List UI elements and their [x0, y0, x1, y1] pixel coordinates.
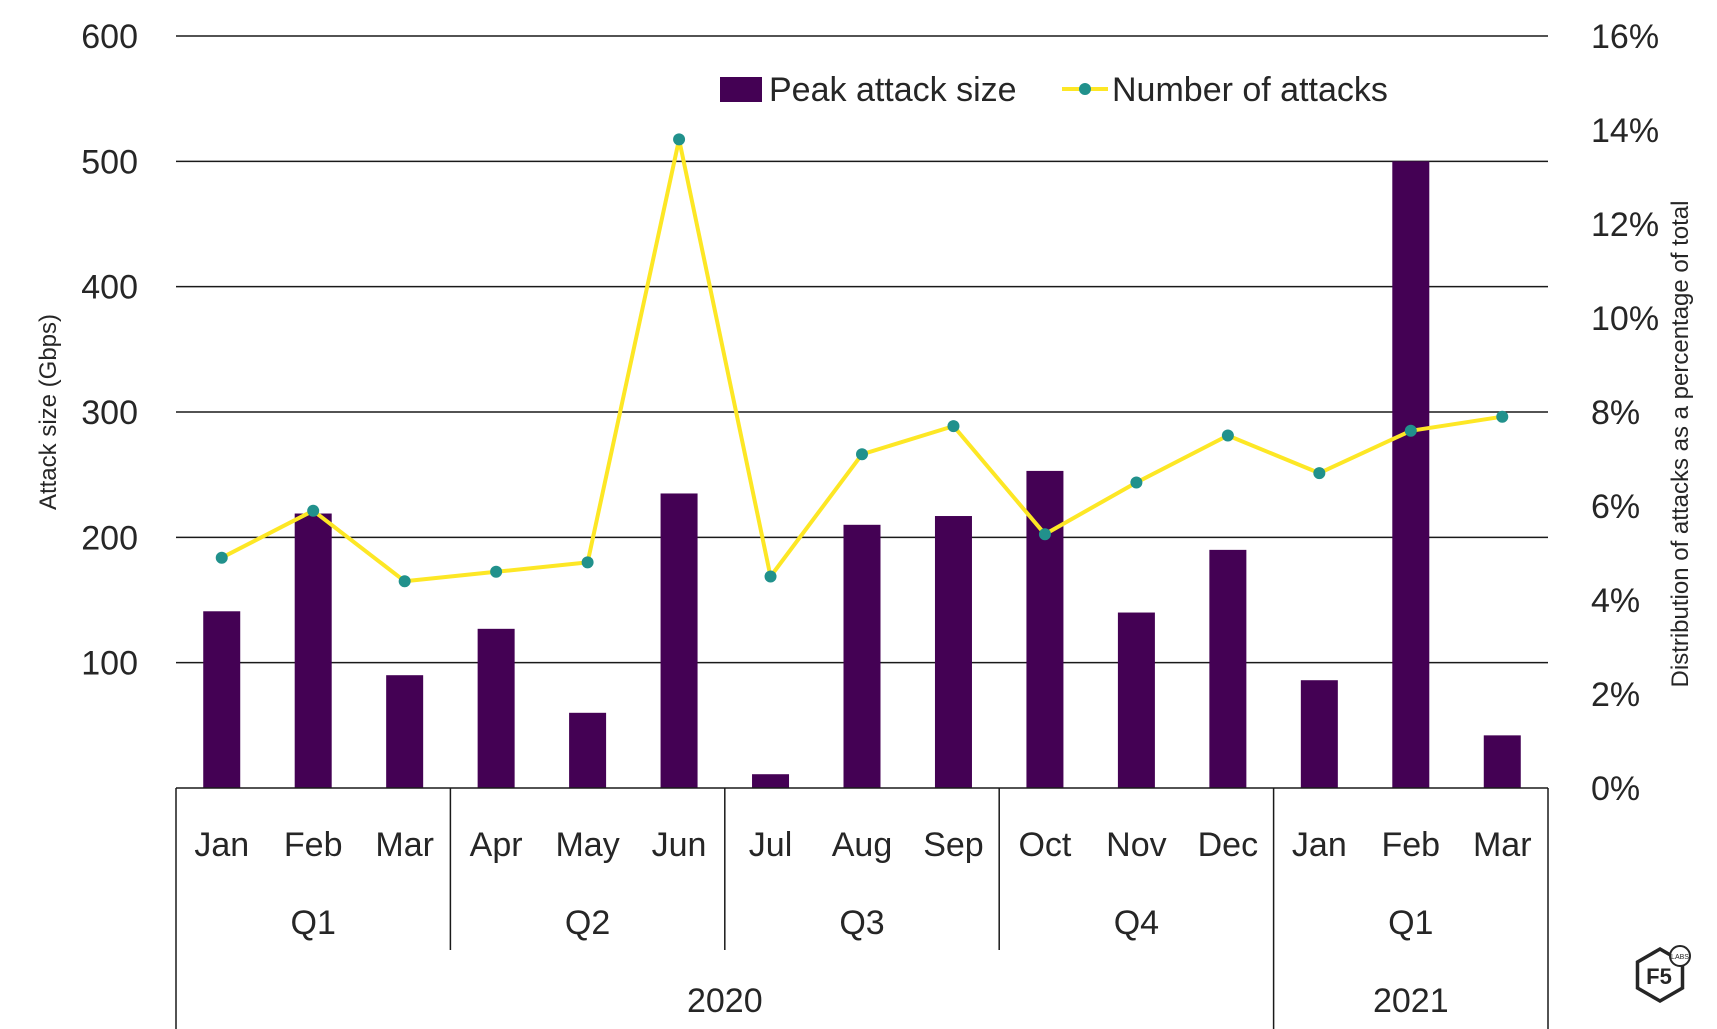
f5-logo-text: F5	[1646, 964, 1672, 989]
attacks-point-6	[764, 570, 777, 583]
bar-0	[203, 611, 241, 788]
legend-label-attacks: Number of attacks	[1112, 71, 1388, 109]
right-tick-4: 4%	[1591, 582, 1640, 620]
attacks-point-0	[215, 551, 228, 564]
right-tick-10: 10%	[1591, 300, 1659, 338]
quarter-label-4: Q1	[1388, 904, 1433, 942]
left-tick-200: 200	[81, 519, 138, 557]
attacks-point-13	[1404, 424, 1417, 437]
quarter-label-2: Q3	[839, 904, 884, 942]
month-label-9: Oct	[1018, 826, 1071, 864]
bar-6	[752, 774, 790, 788]
attacks-point-12	[1313, 467, 1326, 480]
month-label-8: Sep	[923, 826, 984, 864]
bar-1	[294, 513, 332, 788]
bar-series	[203, 161, 1521, 789]
bar-3	[477, 628, 515, 788]
right-tick-8: 8%	[1591, 394, 1640, 432]
legend-bar-swatch	[720, 77, 762, 102]
attacks-point-5	[673, 133, 686, 146]
left-tick-400: 400	[81, 269, 138, 307]
bar-10	[1117, 612, 1155, 788]
attacks-point-4	[581, 556, 594, 569]
right-axis-ticks: 0% 2% 4% 6% 8% 10% 12% 14% 16%	[1591, 18, 1659, 808]
month-label-6: Jul	[749, 826, 792, 864]
attacks-point-10	[1130, 476, 1143, 489]
month-label-12: Jan	[1292, 826, 1347, 864]
attacks-point-3	[490, 565, 503, 578]
legend-line-marker	[1079, 83, 1091, 95]
month-label-10: Nov	[1106, 826, 1166, 864]
f5-logo-badge	[1669, 945, 1691, 967]
left-tick-300: 300	[81, 394, 138, 432]
legend-label-peak: Peak attack size	[769, 71, 1017, 109]
bar-7	[843, 524, 881, 788]
bar-5	[660, 493, 698, 788]
attacks-point-7	[856, 448, 868, 461]
f5-logo-subtext: LABS	[1671, 954, 1689, 961]
attacks-point-9	[1038, 528, 1051, 541]
axes	[175, 787, 1549, 1029]
left-axis-title: Attack size (Gbps)	[35, 314, 62, 510]
month-label-14: Mar	[1473, 826, 1532, 864]
month-label-7: Aug	[832, 826, 893, 864]
attacks-line	[220, 137, 1503, 584]
bar-4	[569, 712, 607, 788]
bar-8	[934, 516, 972, 788]
bar-11	[1209, 549, 1247, 788]
left-axis-ticks: 100 200 300 400 500 600	[81, 18, 138, 683]
attacks-point-14	[1496, 410, 1509, 423]
right-tick-2: 2%	[1591, 676, 1640, 714]
right-tick-14: 14%	[1591, 112, 1659, 150]
bar-14	[1483, 735, 1521, 788]
line-series	[215, 133, 1509, 588]
f5-labs-logo: LABS F5	[1635, 945, 1691, 1004]
attacks-point-1	[307, 504, 320, 517]
right-tick-6: 6%	[1591, 488, 1640, 526]
right-tick-16: 16%	[1591, 18, 1659, 56]
left-tick-600: 600	[81, 18, 138, 56]
gridlines	[176, 35, 1548, 664]
category-axis: Jan Feb Mar Apr May Jun Jul Aug Sep Oct Nov Dec Jan F…	[194, 826, 1531, 1020]
quarter-label-1: Q2	[565, 904, 610, 942]
month-label-4: May	[555, 826, 619, 864]
month-label-1: Feb	[284, 826, 343, 864]
month-label-0: Jan	[194, 826, 249, 864]
year-label-0: 2020	[687, 982, 763, 1020]
month-label-13: Feb	[1382, 826, 1441, 864]
right-tick-12: 12%	[1591, 206, 1659, 244]
quarter-label-0: Q1	[291, 904, 336, 942]
attacks-point-2	[398, 575, 411, 588]
year-label-1: 2021	[1373, 982, 1449, 1020]
bar-13	[1392, 161, 1430, 789]
month-label-11: Dec	[1198, 826, 1258, 864]
left-tick-500: 500	[81, 143, 138, 181]
right-tick-0: 0%	[1591, 770, 1640, 808]
month-label-2: Mar	[375, 826, 434, 864]
legend: Peak attack size Number of attacks	[720, 71, 1388, 109]
attacks-point-8	[947, 420, 960, 433]
bar-9	[1026, 470, 1064, 788]
bar-12	[1300, 680, 1338, 788]
right-axis-title: Distribution of attacks as a percentage …	[1667, 201, 1694, 688]
attacks-point-11	[1221, 429, 1234, 442]
quarter-label-3: Q4	[1114, 904, 1159, 942]
left-tick-100: 100	[81, 645, 138, 683]
bar-2	[386, 675, 424, 788]
month-label-5: Jun	[652, 826, 707, 864]
month-label-3: Apr	[470, 826, 523, 864]
